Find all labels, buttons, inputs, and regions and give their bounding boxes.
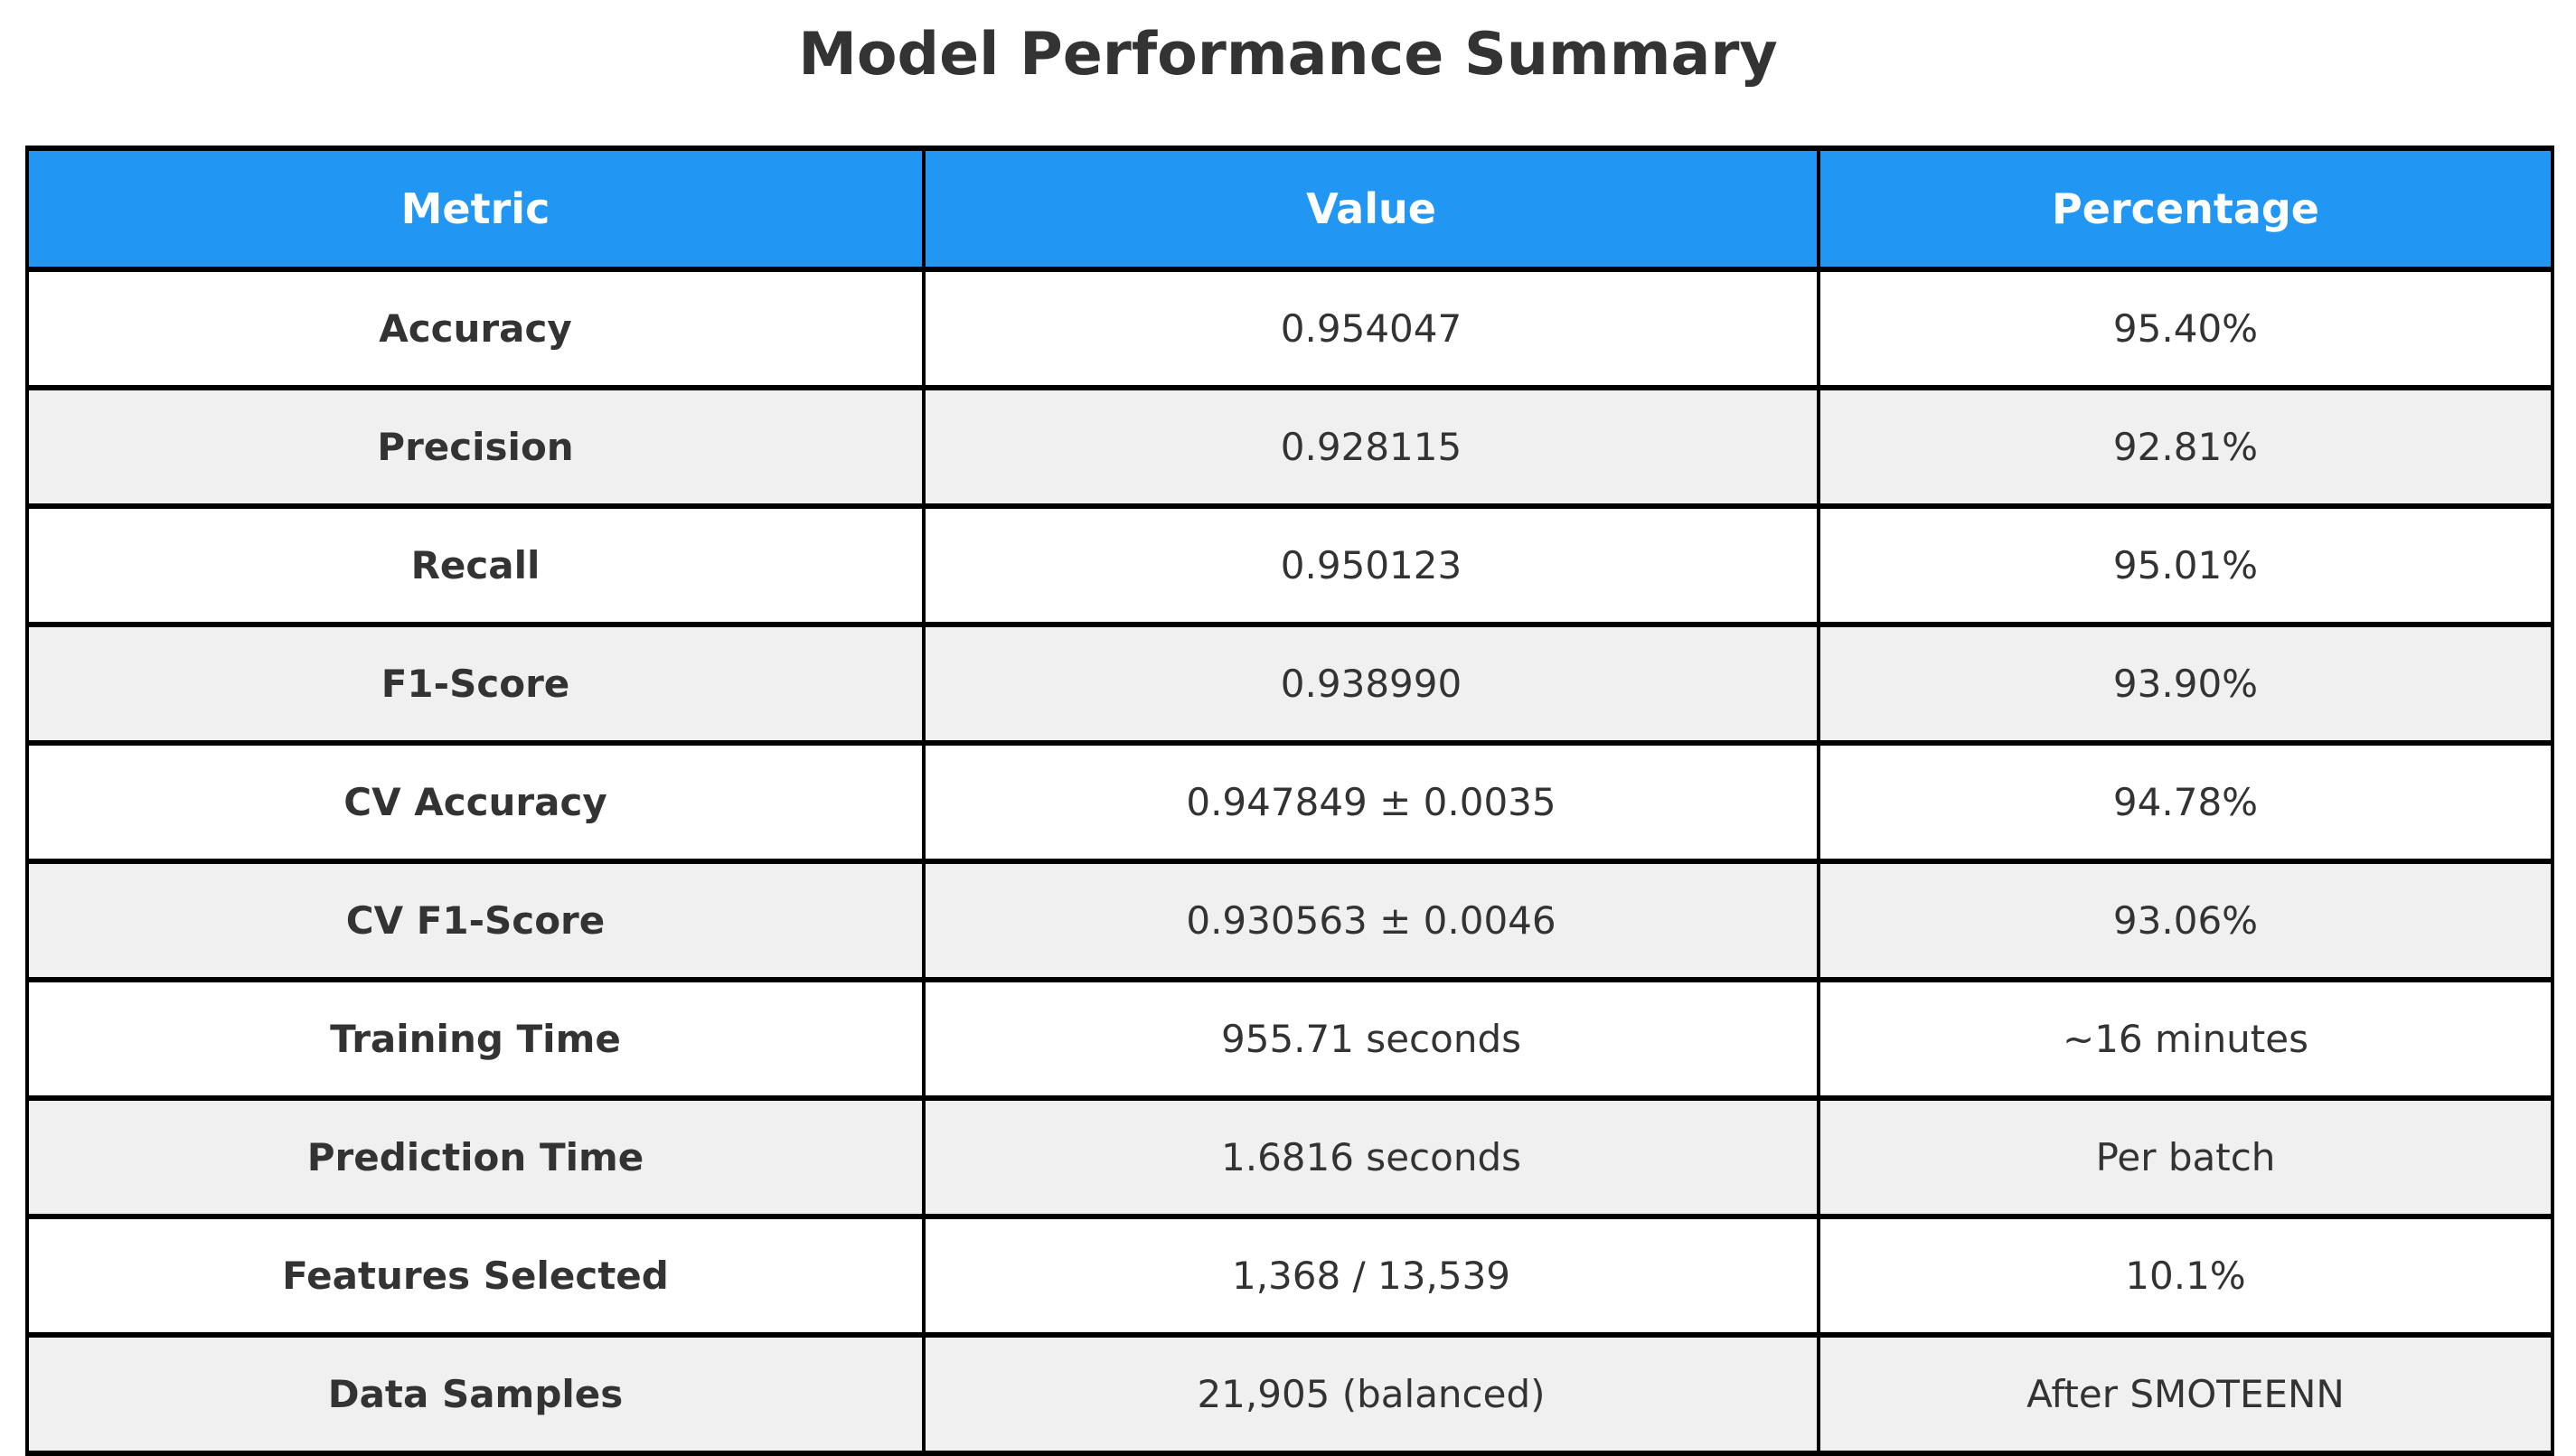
table-row: CV F1-Score 0.930563 ± 0.0046 93.06%: [25, 858, 2554, 982]
metric-cell: CV Accuracy: [25, 739, 926, 864]
column-header-percentage: Percentage: [1817, 145, 2554, 272]
value-cell: 0.954047: [922, 266, 1820, 390]
column-header-value: Value: [922, 145, 1820, 272]
metric-cell: Data Samples: [25, 1331, 926, 1456]
table-row: Recall 0.950123 95.01%: [25, 503, 2554, 627]
metric-cell: F1-Score: [25, 621, 926, 746]
table-row: Data Samples 21,905 (balanced) After SMO…: [25, 1331, 2554, 1456]
table-row: CV Accuracy 0.947849 ± 0.0035 94.78%: [25, 739, 2554, 864]
percentage-cell: 95.01%: [1817, 503, 2554, 627]
metric-cell: Features Selected: [25, 1213, 926, 1338]
percentage-cell: 10.1%: [1817, 1213, 2554, 1338]
metric-cell: Precision: [25, 384, 926, 509]
value-cell: 1,368 / 13,539: [922, 1213, 1820, 1338]
metric-cell: Recall: [25, 503, 926, 627]
percentage-cell: 93.06%: [1817, 858, 2554, 982]
value-cell: 0.950123: [922, 503, 1820, 627]
table-row: Precision 0.928115 92.81%: [25, 384, 2554, 509]
value-cell: 1.6816 seconds: [922, 1094, 1820, 1219]
value-cell: 0.930563 ± 0.0046: [922, 858, 1820, 982]
table-row: F1-Score 0.938990 93.90%: [25, 621, 2554, 746]
column-header-metric: Metric: [25, 145, 926, 272]
metric-cell: CV F1-Score: [25, 858, 926, 982]
percentage-cell: After SMOTEENN: [1817, 1331, 2554, 1456]
table-row: Accuracy 0.954047 95.40%: [25, 266, 2554, 390]
metric-cell: Training Time: [25, 976, 926, 1101]
value-cell: 0.938990: [922, 621, 1820, 746]
table-row: Prediction Time 1.6816 seconds Per batch: [25, 1094, 2554, 1219]
value-cell: 955.71 seconds: [922, 976, 1820, 1101]
value-cell: 0.947849 ± 0.0035: [922, 739, 1820, 864]
value-cell: 0.928115: [922, 384, 1820, 509]
table-row: Training Time 955.71 seconds ~16 minutes: [25, 976, 2554, 1101]
percentage-cell: ~16 minutes: [1817, 976, 2554, 1101]
metric-cell: Prediction Time: [25, 1094, 926, 1219]
percentage-cell: 94.78%: [1817, 739, 2554, 864]
table-row: Features Selected 1,368 / 13,539 10.1%: [25, 1213, 2554, 1338]
performance-table: Metric Value Percentage Accuracy 0.95404…: [25, 145, 2554, 1456]
page-title: Model Performance Summary: [798, 21, 1778, 89]
metric-cell: Accuracy: [25, 266, 926, 390]
percentage-cell: 95.40%: [1817, 266, 2554, 390]
value-cell: 21,905 (balanced): [922, 1331, 1820, 1456]
percentage-cell: 93.90%: [1817, 621, 2554, 746]
percentage-cell: 92.81%: [1817, 384, 2554, 509]
header-row: Metric Value Percentage: [25, 145, 2554, 272]
percentage-cell: Per batch: [1817, 1094, 2554, 1219]
